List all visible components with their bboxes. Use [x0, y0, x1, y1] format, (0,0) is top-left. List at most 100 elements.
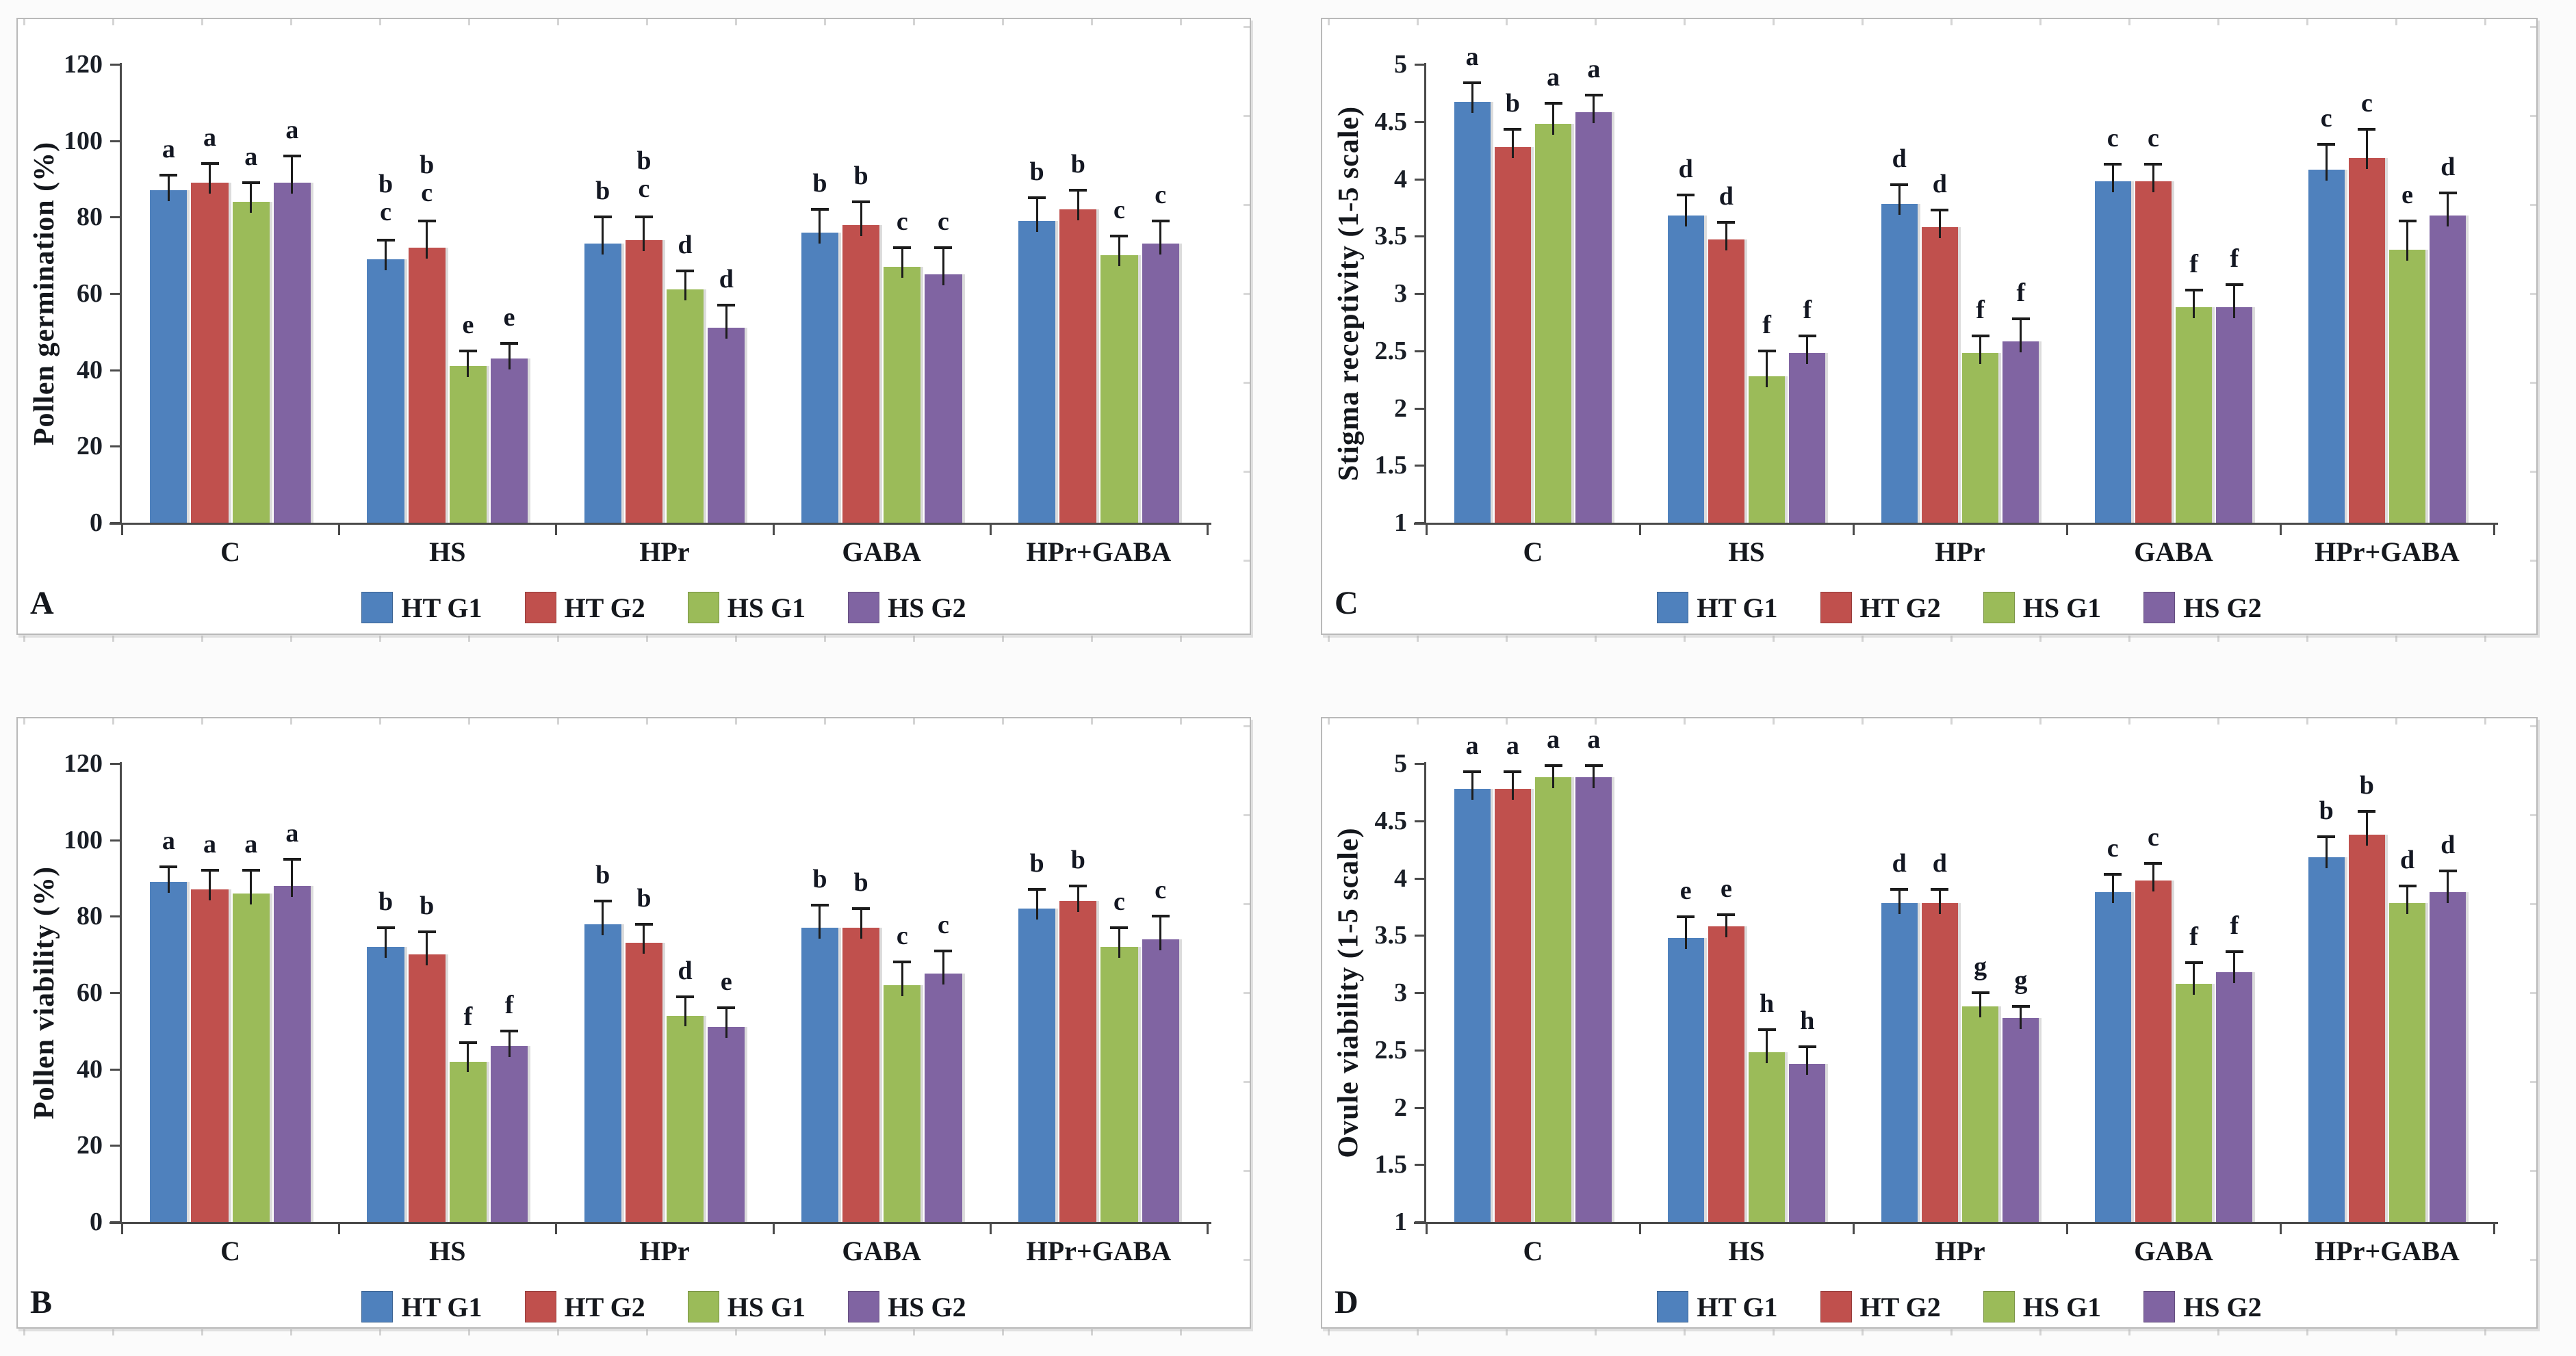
significance-letter: a — [1506, 731, 1519, 760]
error-bar — [167, 866, 170, 894]
error-bar — [1159, 916, 1162, 950]
legend-label: HT G2 — [564, 592, 645, 623]
error-bar-cap — [1463, 770, 1482, 773]
error-bar-cap — [810, 903, 829, 907]
error-bar-cap — [459, 1041, 477, 1044]
bar — [1881, 204, 1918, 523]
significance-letter: d — [1932, 169, 1947, 198]
error-bar — [2365, 129, 2368, 170]
significance-letter: b — [2359, 771, 2374, 800]
bar — [232, 202, 270, 523]
bar — [1059, 901, 1097, 1222]
bar — [1881, 903, 1918, 1222]
significance-letter: c — [938, 910, 949, 939]
error-bar — [508, 1030, 511, 1058]
significance-letter: c — [1113, 196, 1125, 225]
x-category-label: HPr+GABA — [1026, 536, 1172, 567]
significance-letter: c — [2107, 123, 2119, 153]
x-tick-mark — [1207, 525, 1209, 535]
error-bar — [426, 931, 428, 966]
x-axis-line — [110, 523, 1211, 525]
legend: HT G1 HT G2 HS G1 HS G2 — [120, 1286, 1207, 1327]
error-bar — [1938, 889, 1941, 915]
significance-letter: b — [595, 177, 610, 206]
legend-swatch — [2143, 1291, 2176, 1322]
x-tick-mark — [2066, 525, 2068, 535]
significance-letter: e — [462, 310, 474, 339]
error-bar-cap — [242, 869, 260, 872]
y-tick-mark — [1415, 1221, 1424, 1223]
error-bar-cap — [500, 1029, 519, 1032]
bar — [584, 924, 621, 1222]
error-bar — [602, 217, 604, 255]
error-bar-cap — [1677, 193, 1695, 196]
bar — [2389, 903, 2426, 1222]
error-bar — [2152, 863, 2154, 891]
error-bar-cap — [852, 907, 871, 911]
error-bar-cap — [634, 216, 653, 219]
error-bar — [2325, 144, 2328, 181]
error-bar — [291, 859, 294, 897]
error-bar — [1766, 350, 1768, 387]
significance-letter: c — [896, 207, 908, 236]
legend-label: HT G1 — [1697, 1291, 1778, 1322]
bar — [367, 947, 404, 1222]
significance-letter: g — [2014, 966, 2028, 995]
bar — [625, 239, 662, 523]
bar — [1454, 102, 1491, 523]
legend: HT G1 HT G2 HS G1 HS G2 — [1425, 587, 2494, 628]
error-bar-cap — [1890, 888, 1909, 891]
bar — [191, 889, 229, 1222]
legend-item: HS G2 — [848, 1291, 966, 1323]
significance-letter: b — [812, 169, 827, 198]
error-bar — [1552, 103, 1555, 135]
error-bar — [2111, 164, 2114, 192]
error-bar-cap — [893, 961, 912, 964]
bar — [708, 328, 745, 523]
x-tick-mark — [555, 1224, 558, 1234]
error-bar — [1593, 766, 1595, 789]
bar — [1921, 226, 1958, 523]
error-bar-cap — [1798, 1045, 1816, 1048]
error-bar-cap — [417, 219, 436, 222]
error-bar-cap — [1971, 334, 1989, 337]
legend-label: HS G1 — [2022, 1291, 2102, 1322]
y-tick-mark — [110, 445, 120, 448]
significance-letter: f — [2230, 911, 2239, 940]
significance-letter: a — [203, 123, 216, 153]
y-axis-line — [1424, 762, 1426, 1223]
error-bar-cap — [1931, 208, 1949, 211]
legend-label: HT G2 — [1859, 1291, 1941, 1322]
y-tick-mark — [1415, 763, 1424, 765]
legend-swatch — [1657, 592, 1689, 623]
x-axis-line — [110, 1222, 1211, 1224]
x-category-label: GABA — [842, 1236, 921, 1266]
error-bar — [602, 901, 604, 935]
y-tick-mark — [110, 839, 120, 842]
x-category-label: HPr — [639, 1236, 690, 1266]
bar — [1142, 939, 1179, 1222]
y-tick-label: 1 — [1394, 1208, 1407, 1236]
significance-letter: f — [2189, 249, 2198, 278]
significance-letter: d — [2440, 831, 2456, 860]
bar — [1100, 947, 1138, 1222]
error-bar — [2233, 951, 2236, 983]
bar — [408, 248, 446, 523]
error-bar-cap — [2438, 191, 2457, 194]
significance-letter: d — [678, 230, 693, 259]
x-tick-mark — [1207, 1224, 1209, 1234]
error-bar — [1684, 917, 1687, 949]
significance-letter: c — [1113, 887, 1125, 917]
y-tick-label: 4 — [1394, 863, 1407, 893]
error-bar — [1725, 222, 1727, 251]
x-category-label: HS — [429, 1236, 466, 1266]
y-tick-label: 5 — [1394, 50, 1407, 79]
error-bar-cap — [201, 869, 219, 872]
significance-letter: b — [853, 161, 868, 190]
significance-letter: f — [1976, 295, 1985, 324]
significance-letter: a — [203, 830, 216, 859]
bar — [2308, 857, 2345, 1222]
panel-a: Pollen germination (%) 0 20 40 60 80 100 120 C H… — [16, 18, 1251, 642]
legend-item: HS G2 — [848, 592, 966, 624]
